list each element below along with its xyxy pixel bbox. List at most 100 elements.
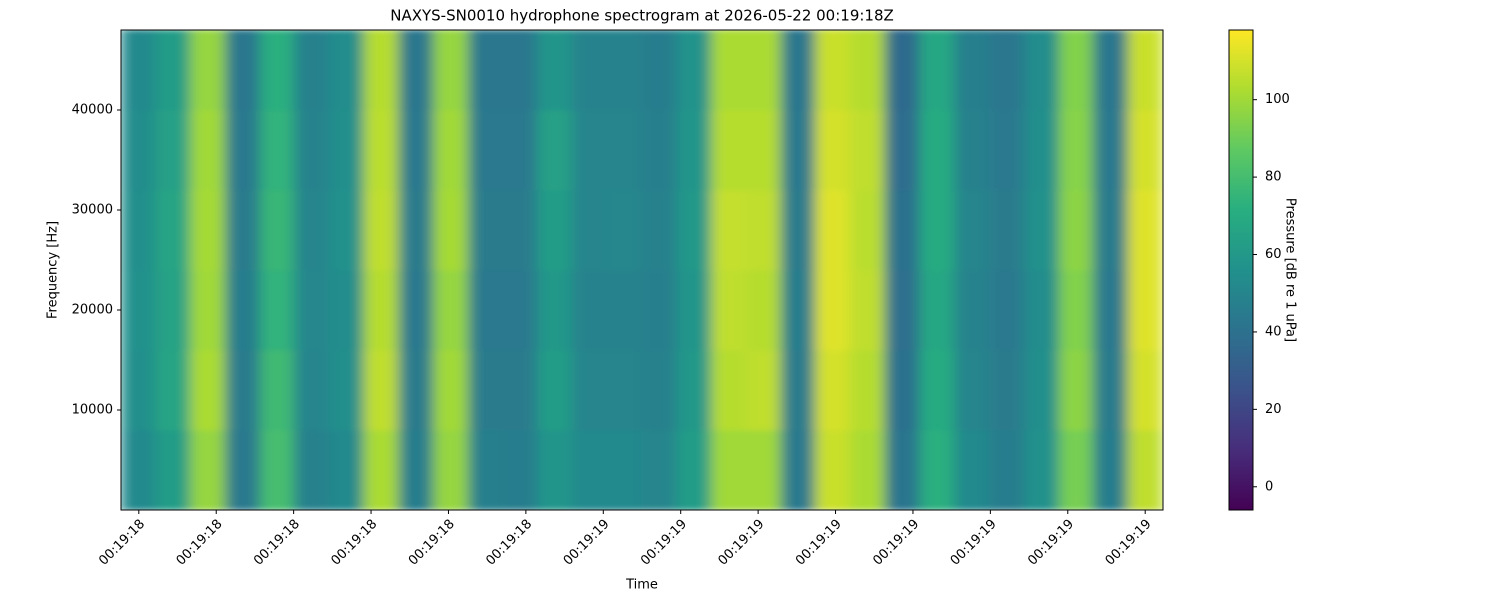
heatmap-cell — [398, 30, 435, 111]
heatmap-cell — [711, 189, 748, 271]
heatmap-cell — [1127, 109, 1163, 191]
heatmap-cell — [571, 109, 608, 191]
heatmap-cell — [1023, 189, 1060, 271]
heatmap-cell — [606, 349, 643, 431]
heatmap-cell — [676, 30, 713, 111]
heatmap-cell — [746, 349, 782, 431]
heatmap-cell — [536, 109, 573, 191]
heatmap-cell — [884, 30, 921, 111]
heatmap-cell — [746, 269, 782, 351]
heatmap-cell — [641, 109, 678, 191]
chart-title: NAXYS-SN0010 hydrophone spectrogram at 2… — [390, 7, 894, 25]
heatmap-cell — [1058, 349, 1094, 431]
heatmap-cell — [1058, 109, 1094, 191]
heatmap-cell — [225, 349, 261, 431]
heatmap-cell — [259, 269, 295, 351]
heatmap-cell — [155, 189, 192, 271]
heatmap-cell — [328, 30, 365, 111]
heatmap-cell — [190, 269, 227, 351]
heatmap-cell — [1023, 30, 1060, 111]
heatmap-cell — [536, 189, 573, 271]
heatmap-cell — [1127, 189, 1163, 271]
heatmap-cell — [190, 349, 227, 431]
heatmap-cell — [1092, 189, 1129, 271]
colorbar-tick-label: 40 — [1265, 324, 1282, 339]
heatmap-cell — [293, 429, 330, 510]
heatmap-cell — [571, 30, 608, 111]
heatmap-cell — [190, 429, 227, 510]
heatmap-cell — [121, 189, 157, 271]
heatmap-cell — [259, 189, 295, 271]
heatmap-cell — [884, 189, 921, 271]
heatmap-cell — [363, 269, 400, 351]
heatmap-cell — [606, 109, 643, 191]
heatmap-cell — [225, 269, 261, 351]
heatmap-cell — [328, 349, 365, 431]
heatmap-cell — [502, 349, 538, 431]
heatmap-cell — [363, 189, 400, 271]
heatmap-cell — [398, 269, 435, 351]
heatmap-cell — [259, 30, 295, 111]
heatmap-cell — [571, 429, 608, 510]
heatmap-cell — [989, 349, 1025, 431]
x-tick-label: 00:19:19 — [561, 517, 613, 569]
heatmap-cell — [1127, 30, 1163, 111]
heatmap-cell — [954, 189, 991, 271]
heatmap-cell — [536, 349, 573, 431]
heatmap-cell — [989, 429, 1025, 510]
heatmap-cell — [780, 349, 816, 431]
y-axis-label: Frequency [Hz] — [46, 221, 61, 319]
heatmap-cell — [780, 30, 816, 111]
colorbar-tick-label: 60 — [1265, 247, 1282, 262]
heatmap-cell — [746, 30, 782, 111]
heatmap-cell — [849, 189, 886, 271]
heatmap-cell — [641, 429, 678, 510]
heatmap-cell — [711, 109, 748, 191]
heatmap-cell — [1092, 349, 1129, 431]
heatmap-cell — [641, 349, 678, 431]
heatmap-cell — [954, 109, 991, 191]
heatmap-cell — [468, 349, 504, 431]
heatmap-cell — [363, 349, 400, 431]
heatmap-cell — [433, 429, 470, 510]
heatmap-cell — [1058, 189, 1094, 271]
heatmap-cell — [1023, 349, 1060, 431]
heatmap-cell — [919, 269, 956, 351]
heatmap-cell — [433, 349, 470, 431]
heatmap-cell — [849, 109, 886, 191]
heatmap-cell — [676, 349, 713, 431]
heatmap-cell — [121, 429, 157, 510]
heatmap-cell — [780, 429, 816, 510]
heatmap-cell — [293, 109, 330, 191]
heatmap-cell — [293, 349, 330, 431]
x-axis-label: Time — [625, 578, 658, 593]
heatmap-cell — [155, 269, 192, 351]
heatmap-cell — [502, 189, 538, 271]
heatmap-cell — [398, 109, 435, 191]
heatmap-cell — [1023, 109, 1060, 191]
heatmap-cell — [814, 349, 851, 431]
heatmap-cell — [1092, 30, 1129, 111]
colorbar — [1228, 29, 1254, 511]
heatmap-cell — [121, 349, 157, 431]
heatmap-cell — [1058, 429, 1094, 510]
heatmap-cell — [814, 30, 851, 111]
heatmap-cell — [155, 349, 192, 431]
heatmap-cell — [954, 349, 991, 431]
x-tick-label: 00:19:19 — [870, 517, 922, 569]
heatmap-cell — [1058, 30, 1094, 111]
heatmap-cell — [468, 30, 504, 111]
heatmap-cell — [919, 109, 956, 191]
heatmap-cell — [711, 269, 748, 351]
heatmap-cell — [746, 109, 782, 191]
heatmap-cell — [502, 109, 538, 191]
heatmap-cell — [954, 30, 991, 111]
colorbar-label: Pressure [dB re 1 uPa] — [1283, 198, 1298, 342]
heatmap-cell — [571, 349, 608, 431]
heatmap-cell — [155, 429, 192, 510]
heatmap-cell — [468, 189, 504, 271]
heatmap-cell — [641, 269, 678, 351]
heatmap-cell — [989, 269, 1025, 351]
heatmap-cell — [1127, 429, 1163, 510]
